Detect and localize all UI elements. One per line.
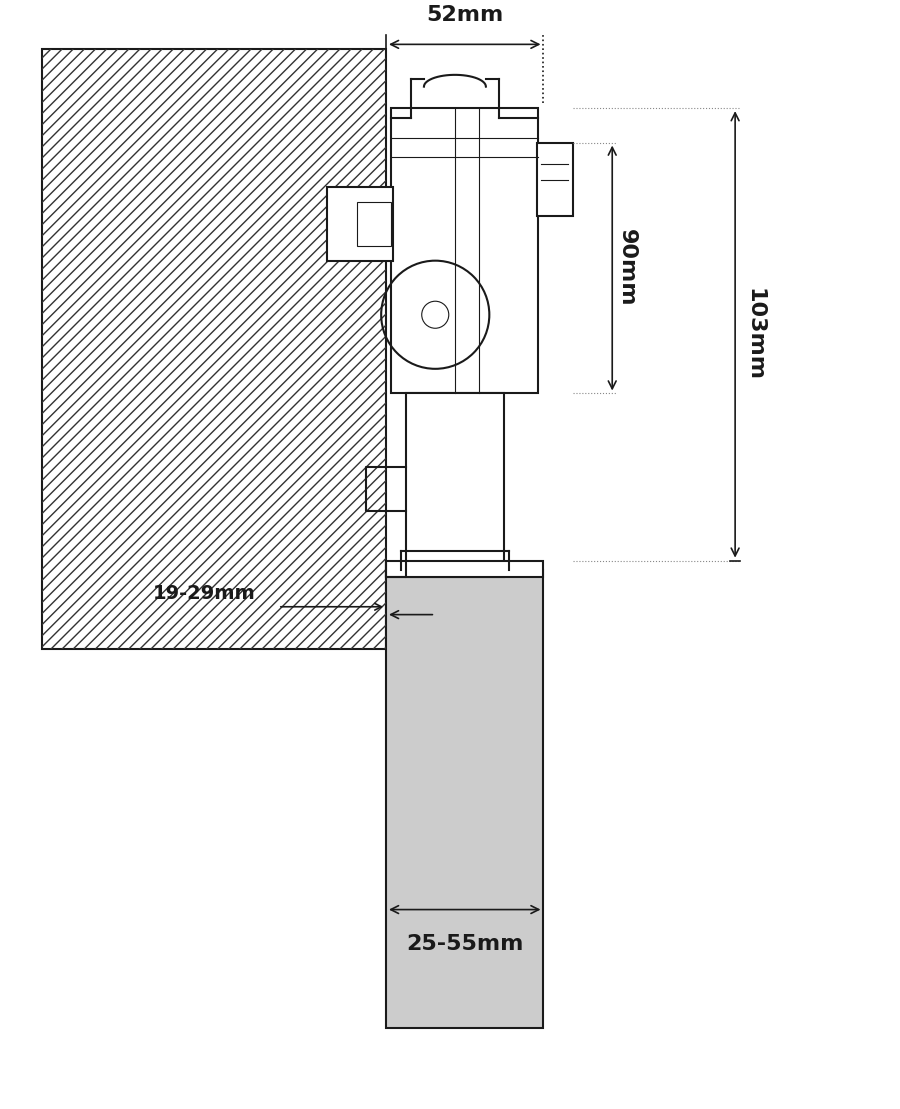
Text: 25-55mm: 25-55mm xyxy=(406,934,524,954)
Text: 52mm: 52mm xyxy=(426,4,503,24)
Text: 103mm: 103mm xyxy=(745,288,765,380)
Bar xyxy=(536,143,573,216)
Bar xyxy=(386,570,544,1028)
Bar xyxy=(391,109,538,394)
Bar xyxy=(42,49,386,649)
Bar xyxy=(386,560,544,578)
Bar xyxy=(42,49,386,649)
Text: 19-29mm: 19-29mm xyxy=(153,583,256,603)
Bar xyxy=(406,394,504,578)
Text: 90mm: 90mm xyxy=(617,230,637,307)
Bar xyxy=(327,187,393,261)
Bar xyxy=(356,202,391,246)
